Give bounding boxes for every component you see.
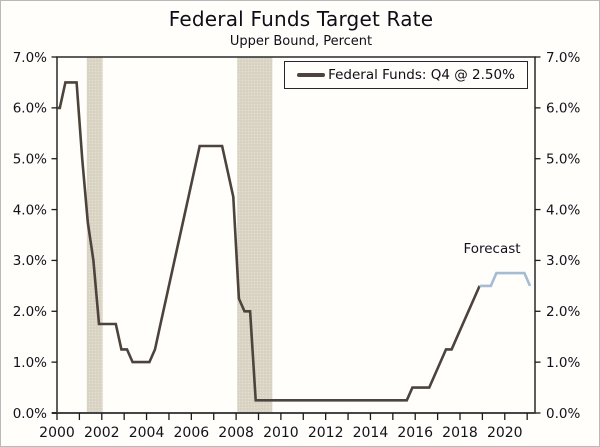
y-axis-label-left: 7.0% (13, 50, 47, 66)
chart-subtitle: Upper Bound, Percent (229, 34, 373, 49)
y-axis-label-right: 0.0% (546, 406, 580, 422)
x-axis-label: 2018 (442, 425, 478, 441)
y-axis-label-left: 5.0% (13, 152, 47, 168)
x-axis-label: 2012 (308, 425, 344, 441)
x-axis-label: 2006 (174, 425, 210, 441)
y-axis-label-left: 4.0% (13, 202, 47, 218)
legend-label: Federal Funds: Q4 @ 2.50% (328, 67, 515, 83)
forecast-annotation: Forecast (463, 241, 521, 257)
x-axis-label: 2008 (218, 425, 254, 441)
legend: Federal Funds: Q4 @ 2.50% (284, 61, 528, 89)
chart-title: Federal Funds Target Rate (168, 7, 434, 31)
x-axis-label: 2020 (487, 425, 523, 441)
series-line-forecast (479, 271, 532, 288)
y-axis-label-right: 3.0% (546, 253, 580, 269)
x-axis-label: 2000 (39, 425, 75, 441)
y-axis-label-left: 3.0% (13, 253, 47, 269)
x-axis-label: 2002 (84, 425, 120, 441)
y-axis-label-right: 2.0% (546, 304, 580, 320)
y-axis-label-right: 7.0% (546, 50, 580, 66)
y-axis-label-left: 2.0% (13, 304, 47, 320)
y-axis-label-right: 6.0% (546, 101, 580, 117)
x-axis-label: 2010 (263, 425, 299, 441)
x-axis-label: 2014 (353, 425, 389, 441)
y-axis-label-left: 1.0% (13, 355, 47, 371)
recession-band (237, 57, 273, 413)
legend-line-sample (297, 73, 326, 77)
y-axis-label-right: 4.0% (546, 202, 580, 218)
y-axis-label-left: 6.0% (13, 101, 47, 117)
plot-border (56, 56, 536, 414)
x-axis-label: 2016 (397, 425, 433, 441)
x-axis-label: 2004 (129, 425, 165, 441)
y-axis-label-right: 1.0% (546, 355, 580, 371)
series-line-federal-funds (57, 81, 481, 402)
y-axis-label-left: 0.0% (13, 406, 47, 422)
y-axis-label-right: 5.0% (546, 152, 580, 168)
